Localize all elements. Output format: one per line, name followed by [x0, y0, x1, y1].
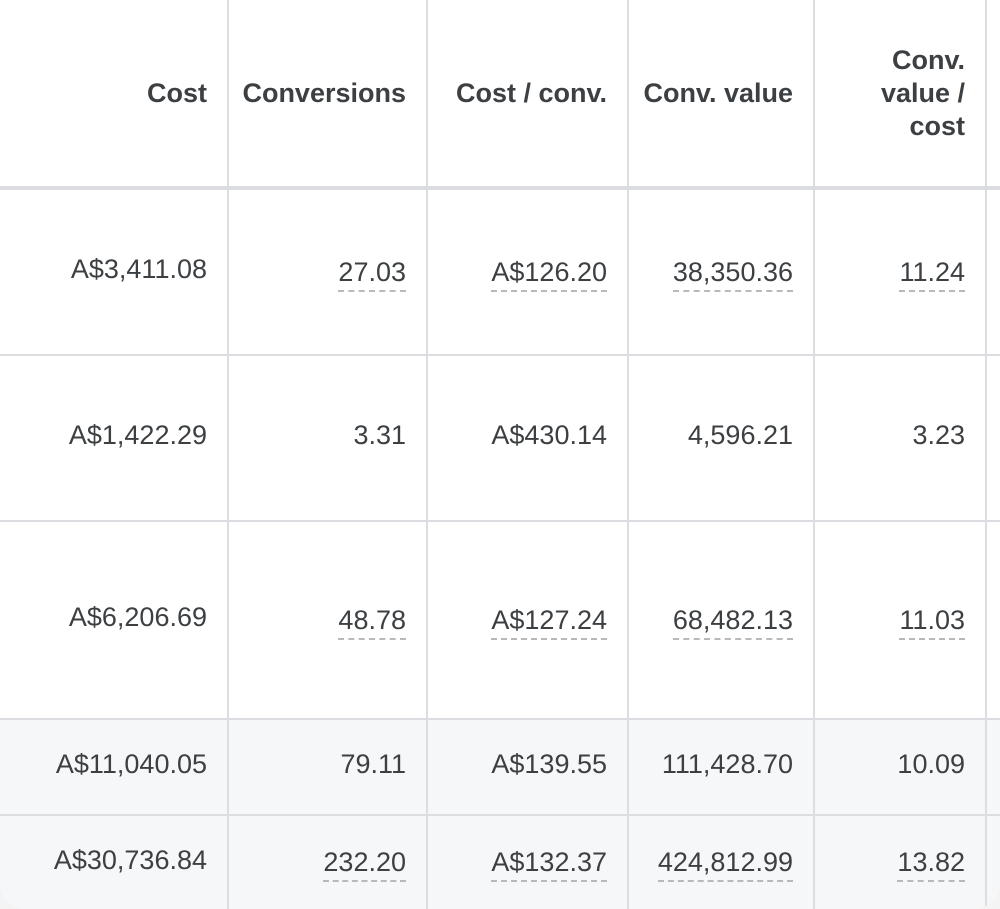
conversions-value[interactable]: 27.03: [338, 256, 406, 292]
value-per-cost-value[interactable]: 13.82: [897, 847, 965, 882]
cell-cost-per-conv: A$132.37: [427, 815, 629, 909]
cost-per-conv-value: A$430.14: [491, 420, 607, 450]
total-row: A$30,736.84 232.20 A$132.37 424,812.99 1…: [0, 815, 1000, 909]
value-per-cost-value[interactable]: 11.24: [899, 256, 965, 292]
cell-overflow: [986, 188, 1000, 356]
cost-per-conv-value[interactable]: A$127.24: [491, 604, 607, 640]
cell-conv-value: 4,596.21: [628, 355, 815, 522]
cost-value: A$6,206.69: [68, 602, 207, 632]
cell-value-per-cost: 10.09: [814, 719, 987, 816]
cell-cost-per-conv: A$139.55: [427, 719, 629, 816]
cell-conv-value: 111,428.70: [628, 719, 815, 816]
conv-value-value[interactable]: 68,482.13: [672, 604, 793, 640]
table-header-row: Cost Conversions Cost / conv. Conv. valu…: [0, 0, 1000, 190]
cost-value: A$1,422.29: [68, 420, 207, 450]
cell-value-per-cost: 13.82: [814, 815, 987, 909]
cell-cost: A$30,736.84: [0, 815, 229, 909]
cell-value-per-cost: 3.23: [814, 355, 987, 522]
cell-cost: A$3,411.08: [0, 188, 229, 356]
cell-value-per-cost: 11.24: [814, 188, 987, 356]
cost-value: A$3,411.08: [70, 254, 207, 284]
cell-conv-value: 38,350.36: [628, 188, 815, 356]
cell-value-per-cost: 11.03: [814, 521, 987, 720]
cell-conversions: 3.31: [228, 355, 428, 522]
column-header-conv-value-per-cost[interactable]: Conv. value / cost: [814, 0, 987, 190]
cell-cost: A$1,422.29: [0, 355, 229, 522]
cell-conv-value: 424,812.99: [628, 815, 815, 909]
conv-value-value: 111,428.70: [661, 749, 793, 779]
conversions-value: 3.31: [353, 420, 406, 450]
cell-conversions: 232.20: [228, 815, 428, 909]
value-per-cost-value: 3.23: [912, 420, 965, 450]
conv-value-value: 4,596.21: [687, 420, 793, 450]
total-row: A$11,040.05 79.11 A$139.55 111,428.70 10…: [0, 719, 1000, 816]
cell-cost-per-conv: A$126.20: [427, 188, 629, 356]
cost-per-conv-value: A$139.55: [491, 749, 607, 779]
column-header-cost[interactable]: Cost: [0, 0, 229, 190]
table-row: A$3,411.08 27.03 A$126.20 38,350.36 11.2…: [0, 188, 1000, 356]
cell-cost: A$11,040.05: [0, 719, 229, 816]
cost-per-conv-value[interactable]: A$126.20: [491, 256, 607, 292]
value-per-cost-value: 10.09: [897, 749, 965, 779]
conversions-value: 79.11: [340, 749, 406, 779]
cell-cost-per-conv: A$430.14: [427, 355, 629, 522]
cell-cost: A$6,206.69: [0, 521, 229, 720]
cell-conversions: 48.78: [228, 521, 428, 720]
table-row: A$6,206.69 48.78 A$127.24 68,482.13 11.0…: [0, 521, 1000, 720]
column-header-cost-per-conv[interactable]: Cost / conv.: [427, 0, 629, 190]
value-per-cost-value[interactable]: 11.03: [899, 604, 965, 640]
column-header-conversions[interactable]: Conversions: [228, 0, 428, 190]
cost-value: A$11,040.05: [55, 749, 207, 779]
conv-value-value[interactable]: 424,812.99: [657, 847, 793, 882]
cost-value: A$30,736.84: [53, 844, 207, 875]
cell-overflow: [986, 355, 1000, 522]
column-header-overflow: [986, 0, 1000, 190]
cell-cost-per-conv: A$127.24: [427, 521, 629, 720]
cell-overflow: [986, 815, 1000, 909]
table-row: A$1,422.29 3.31 A$430.14 4,596.21 3.23: [0, 355, 1000, 522]
column-header-conv-value[interactable]: Conv. value: [628, 0, 815, 190]
cell-conversions: 27.03: [228, 188, 428, 356]
cell-overflow: [986, 521, 1000, 720]
conv-value-value[interactable]: 38,350.36: [672, 256, 793, 292]
cell-overflow: [986, 719, 1000, 816]
cell-conv-value: 68,482.13: [628, 521, 815, 720]
cell-conversions: 79.11: [228, 719, 428, 816]
cost-per-conv-value[interactable]: A$132.37: [491, 847, 607, 882]
conversions-value[interactable]: 48.78: [338, 604, 406, 640]
conversions-value[interactable]: 232.20: [323, 847, 406, 882]
